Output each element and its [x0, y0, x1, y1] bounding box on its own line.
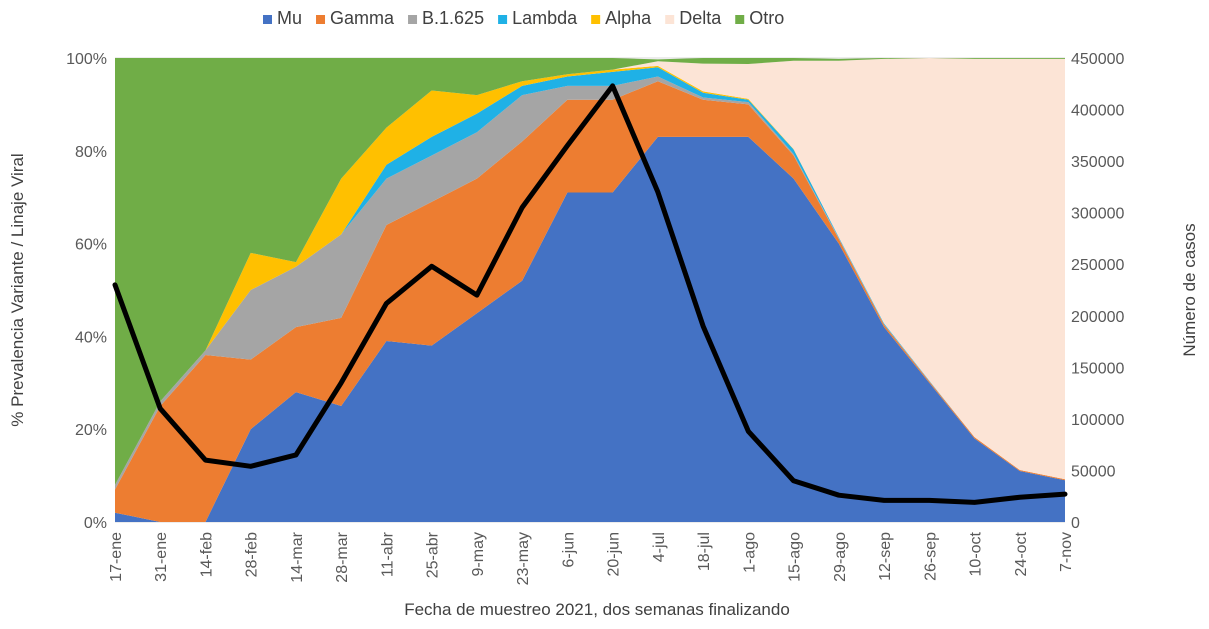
cases-line	[112, 83, 1068, 505]
x-tick-label: 17-ene	[108, 532, 125, 582]
legend-label: Gamma	[330, 8, 395, 28]
legend-swatch	[408, 15, 418, 24]
x-tick-label: 23-may	[515, 532, 532, 585]
y2-axis-ticks: 0 50000 100000 150000 200000 250000 300000 3500…	[1071, 51, 1124, 532]
x-tick-label: 29-ago	[832, 532, 849, 582]
y-tick-label: 20%	[75, 422, 107, 439]
cases-line-group	[112, 83, 1068, 505]
x-tick-label: 12-sep	[877, 532, 894, 581]
x-tick-label: 25-abr	[425, 531, 442, 578]
x-tick-label: 11-abr	[379, 531, 396, 577]
x-tick-label: 15-ago	[787, 532, 804, 582]
area-mu	[115, 136, 1065, 522]
x-axis-ticks: 17-ene 31-ene 14-feb 28-feb 14-mar 28-mar 11-a…	[108, 531, 1075, 585]
x-tick-label: 1-ago	[741, 532, 758, 573]
legend-swatch	[735, 15, 745, 24]
stacked-areas	[115, 58, 1065, 522]
y2-tick-label: 350000	[1071, 154, 1124, 171]
x-tick-label: 18-jul	[696, 532, 713, 571]
y2-axis-title: Número de casos	[1180, 223, 1199, 356]
area-alpha	[115, 65, 1065, 485]
y2-tick-label: 200000	[1071, 309, 1124, 326]
legend-label: Delta	[679, 8, 722, 28]
area-b-1-625	[115, 76, 1065, 490]
x-tick-label: 26-sep	[922, 532, 939, 581]
legend-swatch	[665, 15, 675, 24]
legend-swatch	[316, 15, 326, 24]
legend: Mu Gamma B.1.625 Lambda Alpha Delta Otro	[263, 8, 784, 28]
y-tick-label: 80%	[75, 144, 107, 161]
x-tick-label: 9-may	[470, 532, 487, 576]
x-axis-title: Fecha de muestreo 2021, dos semanas fina…	[404, 600, 790, 619]
x-tick-label: 28-feb	[244, 532, 261, 577]
x-tick-label: 7-nov	[1058, 532, 1075, 572]
legend-swatch	[263, 15, 272, 24]
y-tick-label: 40%	[75, 329, 107, 346]
x-tick-label: 10-oct	[968, 531, 985, 576]
y2-tick-label: 450000	[1071, 51, 1124, 68]
x-tick-label: 4-jul	[651, 532, 668, 562]
x-tick-label: 14-mar	[289, 531, 306, 582]
y-tick-label: 0%	[84, 515, 107, 532]
y-axis-ticks: 0% 20% 40% 60% 80% 100%	[66, 51, 107, 532]
legend-label: Otro	[749, 8, 784, 28]
y2-tick-label: 300000	[1071, 206, 1124, 223]
y2-tick-label: 150000	[1071, 360, 1124, 377]
area-otro	[115, 58, 1065, 485]
y2-tick-label: 50000	[1071, 463, 1116, 480]
y-axis-title: % Prevalencia Variante / Linaje Viral	[8, 153, 27, 426]
y2-tick-label: 250000	[1071, 257, 1124, 274]
y-tick-label: 60%	[75, 237, 107, 254]
x-tick-label: 20-jun	[606, 532, 623, 576]
y2-tick-label: 0	[1071, 515, 1080, 532]
x-tick-label: 14-feb	[198, 532, 215, 577]
legend-label: Lambda	[512, 8, 578, 28]
x-tick-label: 31-ene	[153, 532, 170, 582]
x-tick-label: 28-mar	[334, 531, 351, 582]
x-tick-label: 6-jun	[560, 532, 577, 568]
y-tick-label: 100%	[66, 51, 107, 68]
legend-swatch	[498, 15, 508, 24]
x-tick-label: 24-oct	[1013, 531, 1030, 576]
y2-tick-label: 400000	[1071, 103, 1124, 120]
area-delta	[115, 58, 1065, 485]
area-gamma	[115, 81, 1065, 522]
legend-label: Alpha	[605, 8, 652, 28]
legend-swatch	[591, 15, 601, 24]
legend-label: Mu	[277, 8, 302, 28]
legend-label: B.1.625	[422, 8, 484, 28]
y2-tick-label: 100000	[1071, 412, 1124, 429]
